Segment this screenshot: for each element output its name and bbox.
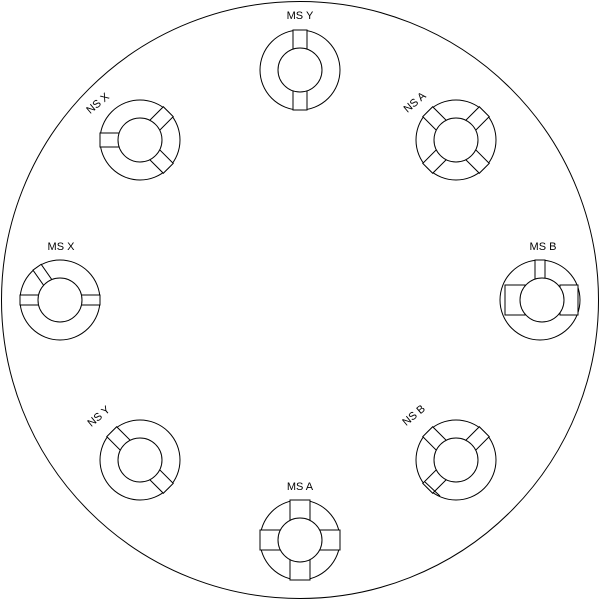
connector-ms-y	[259, 29, 341, 111]
key-top	[292, 29, 308, 51]
ring-inner	[277, 517, 323, 563]
connector-ns-b	[415, 419, 497, 501]
connector-ms-a	[259, 499, 341, 581]
key-top	[534, 259, 546, 281]
connector-ms-b	[499, 259, 581, 341]
key-left	[99, 132, 121, 148]
key-mark	[424, 481, 441, 497]
label-ms-x: MS X	[48, 241, 76, 253]
ring-inner	[433, 117, 479, 163]
ring-inner	[519, 277, 565, 323]
key-right	[319, 529, 341, 551]
key-bottom	[292, 89, 308, 111]
ring-inner	[117, 437, 163, 483]
connector-ms-x	[19, 259, 101, 341]
ring-inner	[117, 117, 163, 163]
label-ms-a: MS A	[287, 481, 314, 493]
connector-ns-a	[415, 99, 497, 181]
ring-inner	[433, 437, 479, 483]
key-left	[259, 529, 281, 551]
label-ms-y: MS Y	[287, 10, 314, 22]
ring-inner	[277, 47, 323, 93]
key-top	[289, 499, 311, 521]
key-left	[19, 294, 41, 306]
label-ms-b: MS B	[530, 241, 557, 253]
key-right	[79, 294, 101, 306]
connector-ns-y	[99, 419, 181, 501]
connector-ns-x	[99, 99, 181, 181]
ring-inner	[37, 277, 83, 323]
key-bottom	[289, 559, 311, 581]
